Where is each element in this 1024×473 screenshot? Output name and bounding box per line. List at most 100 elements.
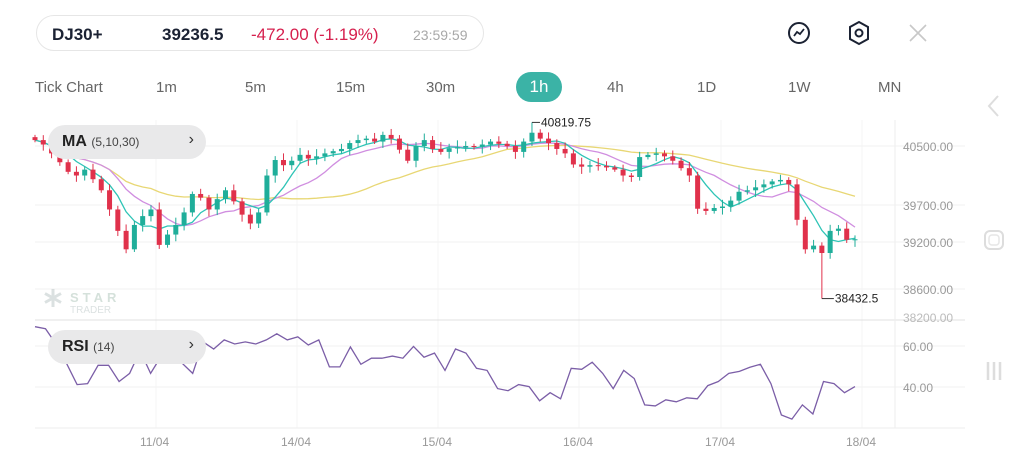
candle-body xyxy=(413,146,419,161)
candle-body xyxy=(711,207,717,211)
collapse-chevron-left-icon[interactable] xyxy=(985,94,1003,118)
rsi-indicator-pill[interactable]: RSI (14) › xyxy=(48,330,206,364)
candle-body xyxy=(289,160,295,166)
time-axis: 11/04 14/04 15/04 16/04 17/04 18/04 xyxy=(140,435,876,449)
candle-body xyxy=(314,156,320,159)
candle-body xyxy=(753,187,759,191)
watermark-star: STAR xyxy=(70,290,120,305)
candle-body xyxy=(819,245,825,254)
candle-body xyxy=(73,171,79,176)
tab-5m[interactable]: 5m xyxy=(245,79,266,96)
candle-body xyxy=(562,148,568,154)
candle-body xyxy=(504,143,510,146)
candle-body xyxy=(794,184,800,220)
candle-body xyxy=(322,153,328,157)
settings-hexagon-icon[interactable] xyxy=(847,20,871,46)
ma-indicator-pill[interactable]: MA (5,10,30) › xyxy=(48,125,206,159)
candle-body xyxy=(728,200,734,207)
candle-body xyxy=(272,160,278,176)
candle-body xyxy=(355,140,361,144)
candle-body xyxy=(231,190,237,202)
moving-averages xyxy=(34,138,856,243)
candle-body xyxy=(703,208,709,211)
candle-body xyxy=(521,141,527,152)
candle-body xyxy=(645,154,651,158)
current-price: 39236.5 xyxy=(162,25,224,44)
price-tick: 40500.00 xyxy=(903,140,953,154)
candle-body xyxy=(604,165,610,168)
candle-body xyxy=(827,230,833,254)
candle-body xyxy=(620,169,626,176)
candle-body xyxy=(65,162,71,172)
candle-body xyxy=(579,164,585,167)
tab-1h[interactable]: 1h xyxy=(516,72,562,102)
candle-body xyxy=(454,147,460,149)
candle-body xyxy=(463,146,469,148)
candle-body xyxy=(761,184,767,188)
candle-body xyxy=(330,151,336,154)
candle-body xyxy=(786,179,792,185)
tab-1w[interactable]: 1W xyxy=(788,79,811,96)
candle-body xyxy=(695,175,701,209)
price-tick: 39700.00 xyxy=(903,199,953,213)
watermark-trader: TRADER xyxy=(70,305,111,316)
candle-body xyxy=(338,148,344,152)
price-axis: 40500.00 39700.00 39200.00 38600.00 3820… xyxy=(903,140,953,325)
candle-body xyxy=(496,141,502,144)
candle-body xyxy=(736,191,742,201)
candle-body xyxy=(40,140,46,145)
candle-body xyxy=(479,144,485,147)
date-label: 16/04 xyxy=(563,435,593,449)
candle-body xyxy=(612,167,618,170)
candle-body xyxy=(206,197,212,210)
candle-body xyxy=(148,209,154,217)
candle-body xyxy=(595,165,601,167)
candle-body xyxy=(769,181,775,185)
date-label: 17/04 xyxy=(705,435,735,449)
date-label: 14/04 xyxy=(281,435,311,449)
candle-body xyxy=(363,138,369,141)
ma5-line xyxy=(34,138,856,243)
candle-body xyxy=(264,175,270,213)
candle-body xyxy=(372,138,378,142)
chart-trend-icon[interactable] xyxy=(787,21,811,45)
tab-30m[interactable]: 30m xyxy=(426,79,456,96)
rsi-name: RSI xyxy=(62,338,89,355)
tab-15m[interactable]: 15m xyxy=(336,79,366,96)
tab-1m[interactable]: 1m xyxy=(156,79,177,96)
chevron-right-icon[interactable]: › xyxy=(188,131,194,148)
quote-time: 23:59:59 xyxy=(413,27,468,43)
fullscreen-icon[interactable] xyxy=(983,229,1005,251)
candle-body xyxy=(388,134,394,139)
candle-body xyxy=(546,138,552,144)
candle-body xyxy=(686,168,692,176)
candle-body xyxy=(247,214,253,224)
close-icon[interactable] xyxy=(908,23,928,43)
date-label: 11/04 xyxy=(140,435,169,449)
tab-4h[interactable]: 4h xyxy=(607,79,624,96)
rsi-tick: 40.00 xyxy=(903,381,933,395)
drag-handle-icon[interactable] xyxy=(983,360,1005,382)
candle-body xyxy=(90,169,96,180)
candle-body xyxy=(446,148,452,152)
candle-body xyxy=(811,245,817,250)
tab-mn[interactable]: MN xyxy=(878,79,902,96)
candle-body xyxy=(471,146,477,147)
tab-tick-chart[interactable]: Tick Chart xyxy=(35,79,103,96)
candle-body xyxy=(380,134,386,142)
ma-name: MA xyxy=(62,133,87,150)
candle-body xyxy=(280,160,286,166)
tab-1d[interactable]: 1D xyxy=(697,79,717,96)
candle-body xyxy=(156,209,162,245)
symbol-quote-bar[interactable]: DJ30+ 39236.5 -472.00 (-1.19%) 23:59:59 xyxy=(36,15,484,51)
chevron-right-icon[interactable]: › xyxy=(188,336,194,353)
candle-body xyxy=(123,230,129,250)
candle-body xyxy=(131,224,137,250)
candle-body xyxy=(678,160,684,169)
candle-body xyxy=(637,157,643,177)
rsi-tick: 60.00 xyxy=(903,340,933,354)
candle-body xyxy=(396,138,402,150)
candle-body xyxy=(537,132,543,139)
candle-body xyxy=(554,143,560,149)
